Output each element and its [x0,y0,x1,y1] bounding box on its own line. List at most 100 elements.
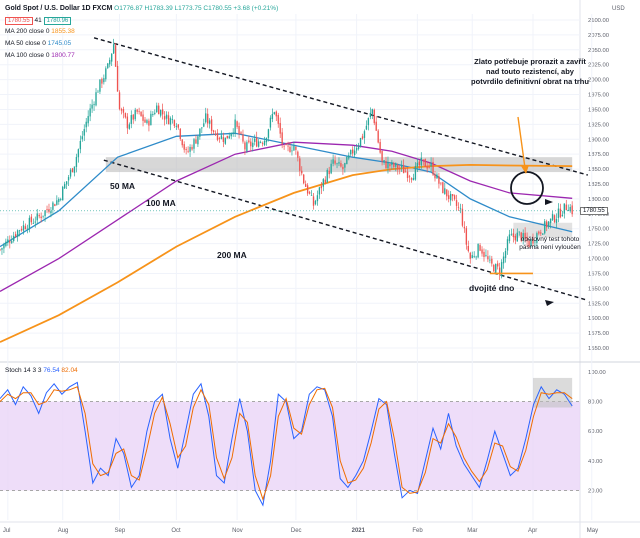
candle-body [469,252,471,259]
candle-body [304,184,307,187]
candle-body [293,145,295,151]
candle-body [218,138,221,140]
price-tick-label: 1625.00 [588,301,609,307]
candle-body [91,104,93,109]
candle-body [338,162,340,164]
ask-box[interactable]: 1780.96 [43,17,72,25]
ma200-legend-label: MA 200 close 0 [5,28,50,35]
candle-body [65,181,68,185]
candle-body [551,214,554,220]
candle-body [502,256,505,264]
symbol-title[interactable]: Gold Spot / U.S. Dollar 1D FXCM [5,5,113,12]
ma100-legend-label: MA 100 close 0 [5,52,50,59]
current-price-tag[interactable]: 1780.55 [580,207,608,215]
candle-body [567,209,569,212]
ma100-legend[interactable]: MA 100 close 0 1800.77 [5,52,75,59]
ma200-legend[interactable]: MA 200 close 0 1855.38 [5,28,75,35]
candle-body [495,264,497,273]
double-bottom-label: dvojité dno [469,283,515,293]
candle-body [277,114,279,124]
price-tick-label: 1875.00 [588,152,609,158]
price-tick-label: 1700.00 [588,257,609,263]
candle-body [210,119,213,131]
candle-body [461,208,464,226]
candle-body [401,165,403,168]
candle-body [485,255,487,256]
candle-body [226,135,228,139]
candle-body [95,92,97,106]
candle-body [214,133,217,135]
candle-body [134,109,136,120]
candle-body [16,230,19,238]
candle-body [546,221,548,228]
candle-body [257,141,260,147]
price-tick-label: 1900.00 [588,137,609,143]
candle-body [75,156,78,167]
candle-body [500,262,503,277]
candle-body [538,231,540,234]
candle-body [107,63,109,69]
candle-body [199,128,201,137]
candle-body [156,105,158,113]
candle-body [459,208,462,210]
candle-body [30,216,33,223]
candle-body [32,222,34,224]
candle-body [242,134,244,142]
stoch-d-value: 82.04 [61,367,78,374]
price-tick-label: 1675.00 [588,271,609,277]
candle-body [336,163,338,165]
candle-body [207,113,209,124]
candle-body [357,145,360,149]
candle-body [287,145,289,147]
candle-body [350,149,352,155]
candle-body [263,140,266,146]
candle-body [236,121,238,127]
candle-body [154,112,156,114]
candle-body [138,110,140,112]
candle-body [530,239,532,246]
candle-body [152,114,154,116]
candle-body [103,78,105,83]
candle-body [344,162,346,168]
annotation-arrow-line [517,116,526,169]
candle-body [246,142,248,152]
resistance-note: Zlato potřebuje prorazit a zavřít nad to… [455,57,605,87]
annotation-arrow-head [521,165,529,174]
candle-body [414,166,417,180]
candle-body [175,126,178,127]
candle-body [118,92,121,110]
candle-body [571,205,573,215]
candle-body [375,121,377,131]
candle-body [422,159,424,161]
stoch-legend[interactable]: Stoch 14 3 3 76.54 82.04 [5,367,78,374]
candle-body [526,236,528,242]
candle-body [299,158,301,171]
candle-body [555,218,558,223]
candle-body [54,204,56,207]
candle-body [455,200,458,206]
ma50-legend[interactable]: MA 50 close 0 1745.05 [5,40,71,47]
month-tick-label: Sep [115,528,126,534]
candle-body [418,161,421,166]
candle-body [11,241,13,243]
candle-body [352,149,354,154]
candle-body [428,167,430,168]
candle-body [5,241,7,246]
candle-body [201,127,203,129]
candle-body [238,126,240,134]
candle-body [324,179,326,183]
currency-label[interactable]: USD [612,6,625,12]
ma50-legend-value: 1745.05 [47,40,72,47]
candle-body [528,240,530,247]
candle-body [130,115,132,124]
candle-body [365,125,368,130]
candle-body [377,130,379,143]
candle-body [491,258,493,264]
spread-value: 41 [34,17,42,24]
candle-body [395,163,397,167]
bid-box[interactable]: 1780.55 [5,17,33,25]
candle-body [479,245,481,251]
candle-body [348,155,350,159]
candle-body [381,151,383,162]
